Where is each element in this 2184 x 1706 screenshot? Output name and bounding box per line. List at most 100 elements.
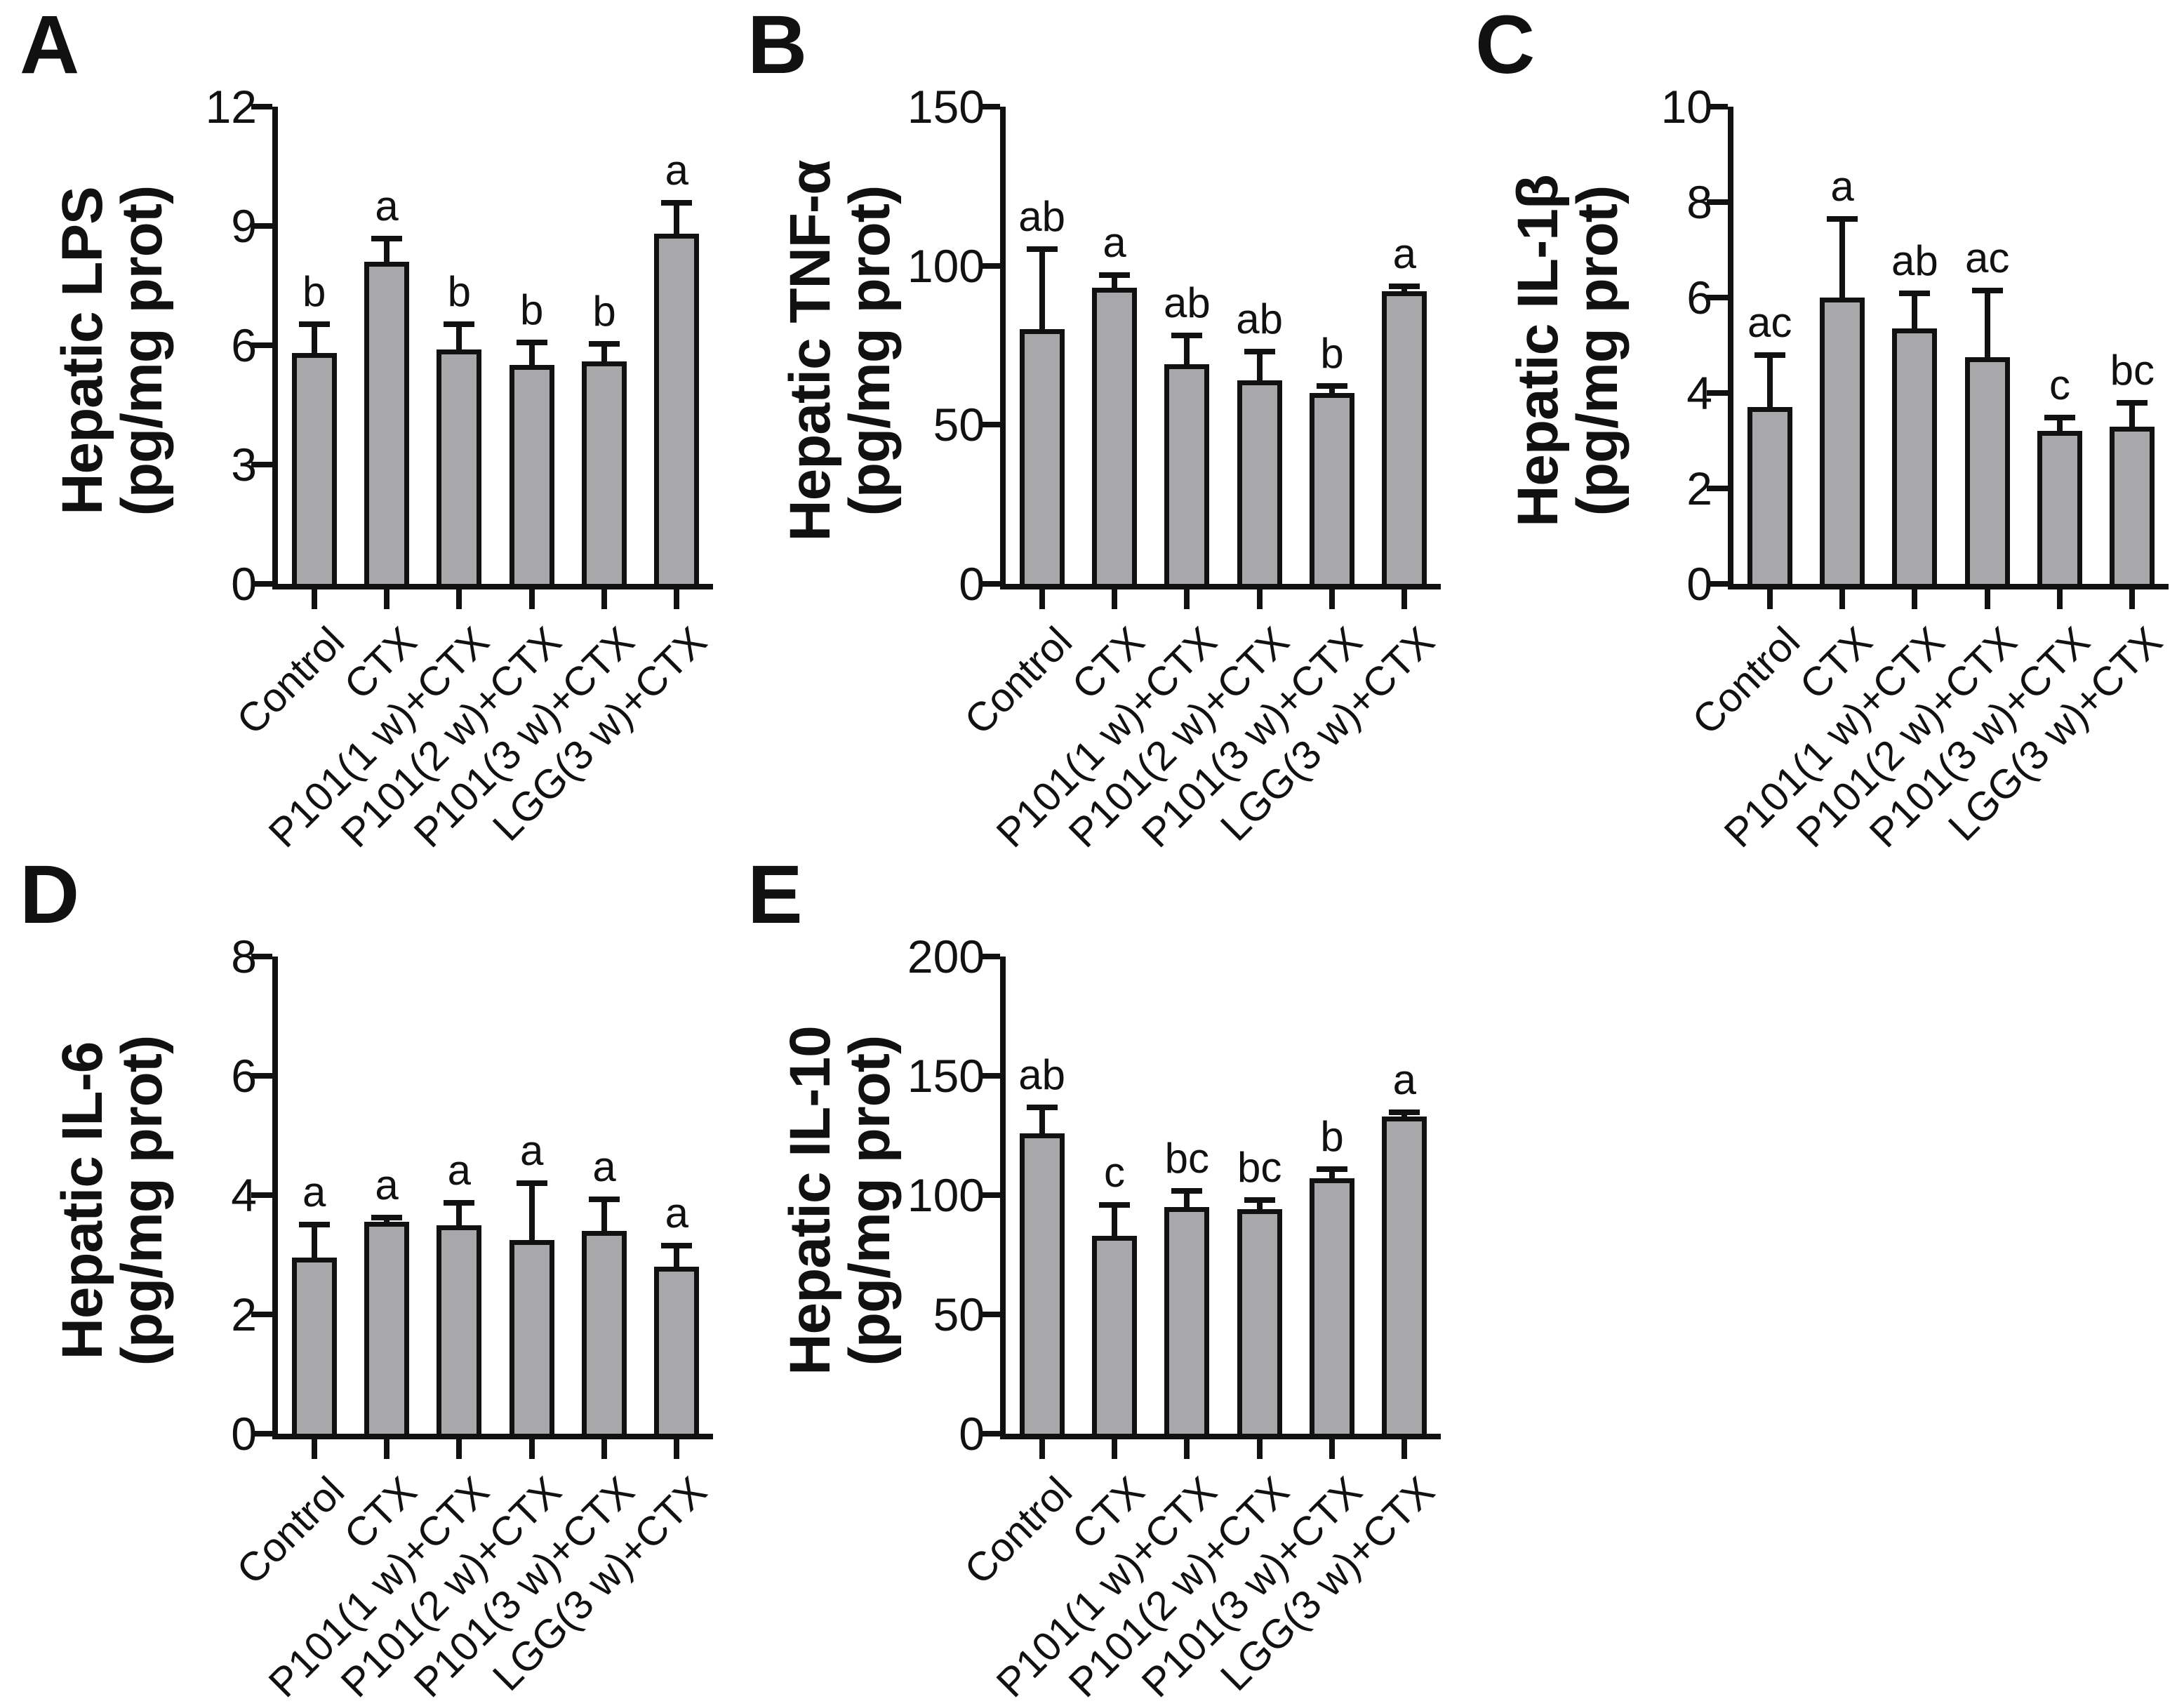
error-bar-line <box>1184 338 1190 365</box>
y-tick-mark <box>1707 486 1728 491</box>
y-tick-mark <box>251 581 272 587</box>
significance-letter: bc <box>1237 1144 1282 1192</box>
error-bar-cap <box>1389 283 1420 289</box>
x-tick-mark <box>1329 589 1335 609</box>
significance-letter: a <box>1392 229 1417 277</box>
panel-letter-d: D <box>20 848 80 941</box>
significance-letter: a <box>665 147 689 194</box>
y-axis-title-c: Hepatic IL-1β (pg/mg prot) <box>1484 109 1652 593</box>
bar <box>1237 1209 1282 1434</box>
y-tick-label: 6 <box>1686 272 1712 324</box>
y-tick-label: 150 <box>907 81 985 133</box>
error-bar-line <box>456 1205 462 1225</box>
error-bar-cap <box>1754 352 1785 359</box>
bar <box>437 349 482 584</box>
y-tick-label: 200 <box>907 931 985 982</box>
y-axis-title-line1: Hepatic IL-6 <box>50 1041 114 1360</box>
error-bar-line <box>311 1227 317 1258</box>
error-bar-line <box>528 345 535 366</box>
y-tick-mark <box>979 422 1000 428</box>
x-tick-mark <box>2057 589 2063 609</box>
error-bar-line <box>1766 358 1773 408</box>
panel-c: C Hepatic IL-1β (pg/mg prot) 0 2 4 6 8 10 ac Co… <box>1456 0 2184 856</box>
y-tick-label: 6 <box>231 1050 257 1102</box>
x-category-label: Control <box>227 618 353 744</box>
y-tick-label: 4 <box>1686 367 1712 419</box>
error-bar-cap <box>1171 1187 1203 1194</box>
y-tick-label: 0 <box>231 558 257 610</box>
significance-letter: a <box>592 1142 616 1190</box>
bar <box>1310 1178 1354 1434</box>
error-bar-cap <box>1171 332 1203 338</box>
error-bar-line <box>1329 1172 1335 1179</box>
y-axis-title-line1: Hepatic TNF-α <box>778 160 842 542</box>
x-tick-mark <box>528 1439 535 1459</box>
x-tick-mark <box>1256 589 1263 609</box>
x-tick-mark <box>1039 1439 1045 1459</box>
y-tick-mark <box>251 462 272 467</box>
error-bar-line <box>1912 295 1918 329</box>
error-bar-line <box>1256 1203 1263 1210</box>
bar <box>1310 393 1354 584</box>
bar-plot-a: 0 3 6 9 12 b Control a CTX b P101(1 w)+CTX b P101(2 … <box>206 84 716 856</box>
significance-letter: a <box>665 1189 689 1237</box>
y-tick-label: 8 <box>231 931 257 982</box>
y-tick-mark <box>251 1073 272 1079</box>
error-bar-line <box>456 327 462 349</box>
y-tick-mark <box>979 1431 1000 1437</box>
y-tick-label: 100 <box>907 1169 985 1221</box>
bar <box>1019 1133 1065 1434</box>
x-tick-mark <box>311 589 317 609</box>
y-axis-title-line1: Hepatic IL-10 <box>778 1026 842 1375</box>
y-tick-label: 6 <box>231 319 257 371</box>
x-tick-mark <box>1184 1439 1190 1459</box>
y-tick-mark <box>251 954 272 959</box>
error-bar-cap <box>2044 414 2075 420</box>
y-tick-label: 2 <box>231 1288 257 1340</box>
significance-letter: b <box>1320 330 1344 378</box>
bar <box>582 361 627 584</box>
significance-letter: c <box>2049 361 2070 408</box>
significance-letter: a <box>302 1168 326 1216</box>
bar <box>509 1239 554 1434</box>
bar <box>582 1231 627 1434</box>
y-axis-title-line2: (pg/mg prot) <box>838 185 902 517</box>
y-axis-title-line2: (pg/mg prot) <box>1566 185 1630 517</box>
y-tick-mark <box>251 1192 272 1198</box>
significance-letter: ac <box>1747 299 1792 347</box>
error-bar-cap <box>1244 1197 1275 1204</box>
bar <box>291 353 337 584</box>
y-axis-title-line1: Hepatic LPS <box>50 187 114 515</box>
bar <box>1964 357 2010 584</box>
panel-letter-a: A <box>20 0 80 91</box>
x-tick-mark <box>601 589 607 609</box>
panel-letter-b: B <box>747 0 808 91</box>
y-tick-label: 50 <box>933 399 985 451</box>
y-axis-title-line1: Hepatic IL-1β <box>1505 175 1570 527</box>
y-tick-label: 3 <box>231 439 257 491</box>
y-tick-mark <box>251 342 272 348</box>
error-bar-cap <box>2117 400 2148 406</box>
y-tick-mark <box>251 1431 272 1437</box>
error-bar-line <box>384 1220 389 1222</box>
error-bar-cap <box>516 339 547 345</box>
error-bar-line <box>1256 354 1263 380</box>
error-bar-cap <box>371 1215 402 1221</box>
y-axis-title-line2: (pg/mg prot) <box>838 1035 902 1366</box>
error-bar-cap <box>589 341 620 347</box>
significance-letter: a <box>519 1126 544 1174</box>
x-category-label: Control <box>1683 618 1809 744</box>
error-bar-line <box>674 1248 680 1267</box>
y-tick-mark <box>979 1312 1000 1317</box>
significance-letter: bc <box>1164 1134 1210 1182</box>
y-tick-mark <box>979 1073 1000 1079</box>
error-bar-cap <box>298 1222 330 1228</box>
y-tick-label: 150 <box>907 1050 985 1102</box>
significance-letter: a <box>447 1146 472 1194</box>
bar <box>364 1222 409 1434</box>
y-tick-label: 100 <box>907 239 985 292</box>
bar <box>1820 298 1865 584</box>
significance-letter: ac <box>1964 234 2010 282</box>
significance-letter: b <box>447 268 472 315</box>
bar <box>2037 431 2082 584</box>
